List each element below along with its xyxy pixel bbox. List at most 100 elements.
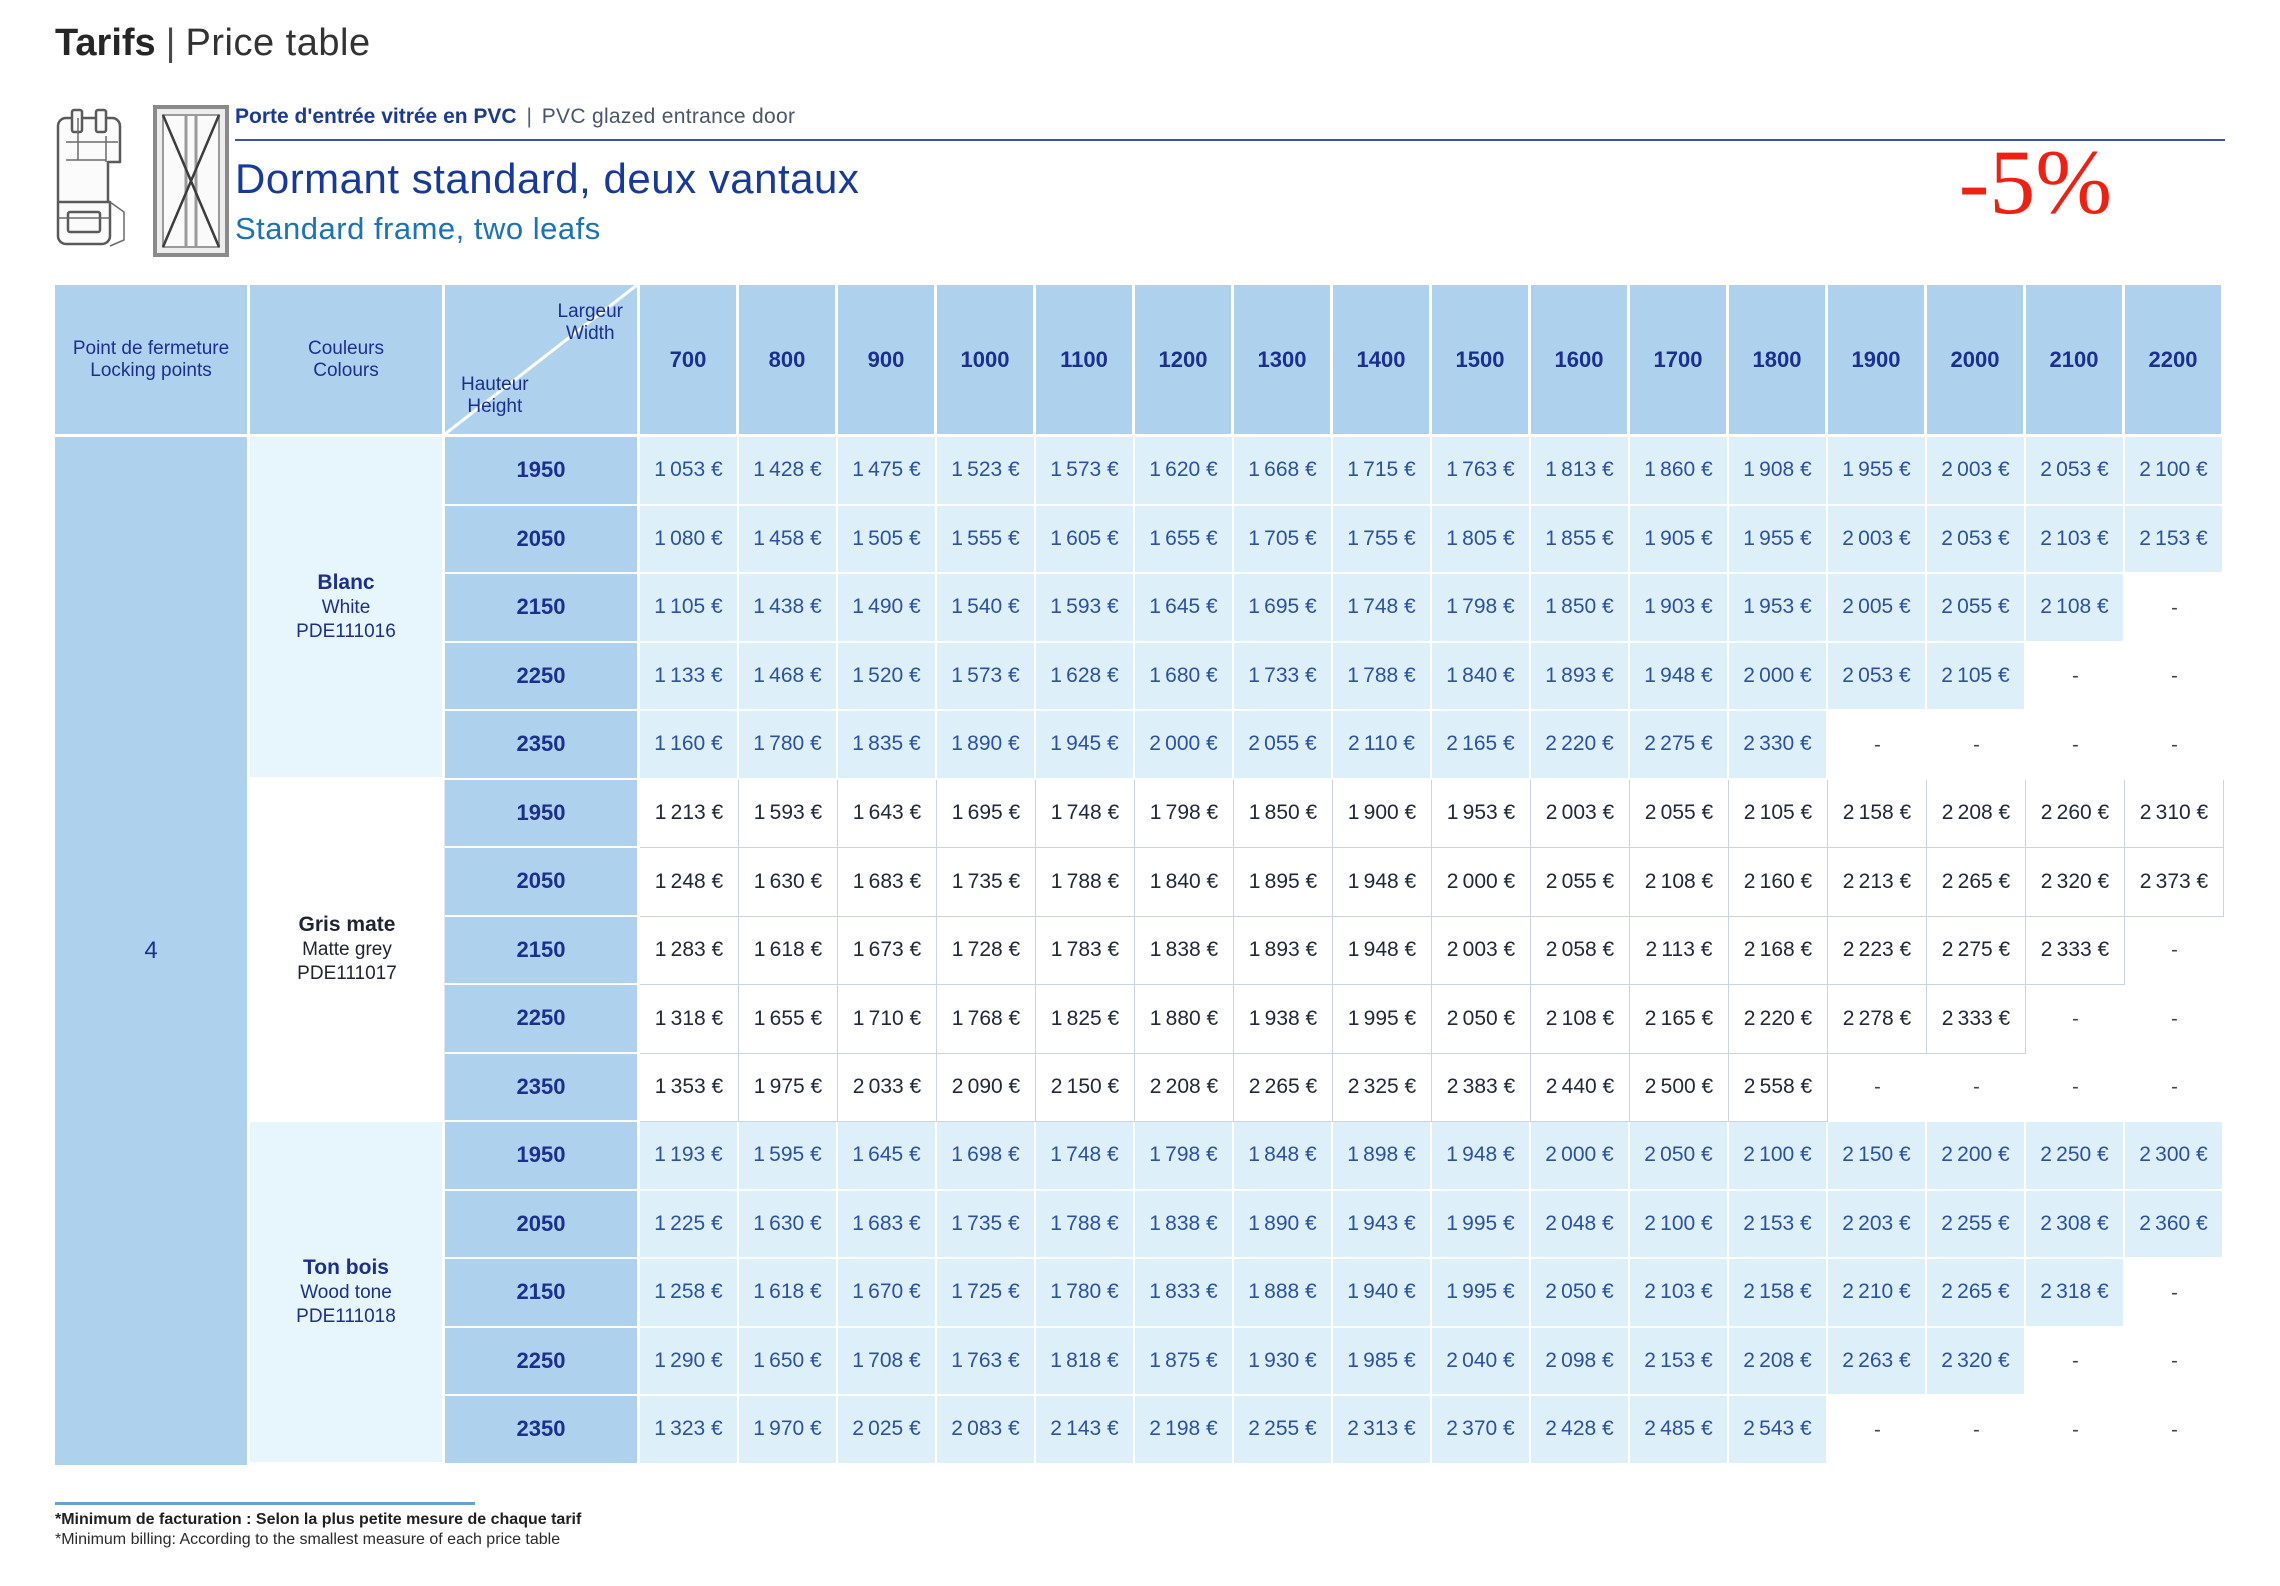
width-header-1700: 1700: [1630, 285, 1729, 437]
price-cell: 2 053 €: [1828, 642, 1927, 711]
price-cell: 2 103 €: [2026, 505, 2125, 574]
price-cell: 1 888 €: [1234, 1259, 1333, 1328]
price-cell: 1 880 €: [1135, 985, 1234, 1054]
price-cell: 2 098 €: [1531, 1327, 1630, 1396]
price-cell: 2 558 €: [1729, 1053, 1828, 1122]
price-cell: 1 995 €: [1432, 1259, 1531, 1328]
price-cell: 1 605 €: [1036, 505, 1135, 574]
price-cell: 1 595 €: [739, 1122, 838, 1191]
height-label-2050: 2050: [445, 505, 640, 574]
column-header-colours: Couleurs Colours: [250, 285, 445, 437]
price-cell: 1 458 €: [739, 505, 838, 574]
price-cell: 2 143 €: [1036, 1396, 1135, 1465]
price-cell: 2 105 €: [1729, 779, 1828, 848]
price-cell: 1 573 €: [937, 642, 1036, 711]
price-cell: 1 555 €: [937, 505, 1036, 574]
price-cell: 1 160 €: [640, 711, 739, 780]
price-cell: 2 000 €: [1432, 848, 1531, 917]
price-cell: 1 225 €: [640, 1190, 739, 1259]
price-cell: 1 283 €: [640, 916, 739, 985]
price-cell: 2 320 €: [1927, 1327, 2026, 1396]
price-cell-empty: -: [1927, 1053, 2026, 1122]
price-cell: 1 715 €: [1333, 437, 1432, 506]
price-cell: 1 573 €: [1036, 437, 1135, 506]
price-cell: 1 893 €: [1531, 642, 1630, 711]
price-cell: 1 798 €: [1135, 779, 1234, 848]
price-cell-empty: -: [1828, 1396, 1927, 1465]
price-cell: 2 168 €: [1729, 916, 1828, 985]
price-cell: 1 645 €: [838, 1122, 937, 1191]
price-cell: 1 695 €: [1234, 574, 1333, 643]
price-cell: 1 948 €: [1630, 642, 1729, 711]
price-cell: 2 050 €: [1531, 1259, 1630, 1328]
price-cell: 1 898 €: [1333, 1122, 1432, 1191]
price-cell: 1 323 €: [640, 1396, 739, 1465]
product-name-en: PVC glazed entrance door: [541, 105, 796, 128]
price-cell: 1 428 €: [739, 437, 838, 506]
price-cell: 2 500 €: [1630, 1053, 1729, 1122]
price-cell: 2 318 €: [2026, 1259, 2125, 1328]
price-cell: 1 695 €: [937, 779, 1036, 848]
price-cell: 2 000 €: [1531, 1122, 1630, 1191]
price-cell: 2 255 €: [1927, 1190, 2026, 1259]
price-cell: 1 258 €: [640, 1259, 739, 1328]
price-cell: 1 673 €: [838, 916, 937, 985]
price-cell: 1 975 €: [739, 1053, 838, 1122]
price-cell-empty: -: [2125, 1259, 2224, 1328]
price-cell: 1 895 €: [1234, 848, 1333, 917]
price-cell: 1 945 €: [1036, 711, 1135, 780]
price-cell: 1 668 €: [1234, 437, 1333, 506]
price-cell: 1 593 €: [739, 779, 838, 848]
footnote-rule: [55, 1502, 475, 1505]
price-cell: 1 890 €: [1234, 1190, 1333, 1259]
price-cell: 2 055 €: [1234, 711, 1333, 780]
width-header-1600: 1600: [1531, 285, 1630, 437]
price-cell-empty: -: [2125, 1327, 2224, 1396]
price-cell: 1 733 €: [1234, 642, 1333, 711]
price-cell: 2 150 €: [1036, 1053, 1135, 1122]
price-cell: 1 995 €: [1432, 1190, 1531, 1259]
width-header-2100: 2100: [2026, 285, 2125, 437]
height-label-2350: 2350: [445, 1053, 640, 1122]
price-cell: 1 523 €: [937, 437, 1036, 506]
price-cell: 1 655 €: [1135, 505, 1234, 574]
price-cell: 1 900 €: [1333, 779, 1432, 848]
price-cell: 2 100 €: [1729, 1122, 1828, 1191]
price-cell: 2 108 €: [1531, 985, 1630, 1054]
price-cell-empty: -: [2026, 1396, 2125, 1465]
width-header-900: 900: [838, 285, 937, 437]
column-header-locking-points: Point de fermeture Locking points: [55, 285, 250, 437]
price-cell: 2 250 €: [2026, 1122, 2125, 1191]
price-cell: 1 650 €: [739, 1327, 838, 1396]
price-cell: 1 798 €: [1432, 574, 1531, 643]
height-label-2050: 2050: [445, 1190, 640, 1259]
price-cell: 2 208 €: [1135, 1053, 1234, 1122]
price-cell: 2 265 €: [1234, 1053, 1333, 1122]
price-cell: 1 645 €: [1135, 574, 1234, 643]
price-cell: 1 468 €: [739, 642, 838, 711]
colour-group-matte-grey: Gris mate Matte grey PDE111017: [250, 779, 445, 1122]
price-cell: 2 275 €: [1630, 711, 1729, 780]
width-header-1400: 1400: [1333, 285, 1432, 437]
price-cell: 1 318 €: [640, 985, 739, 1054]
price-cell: 1 860 €: [1630, 437, 1729, 506]
price-cell: 1 618 €: [739, 916, 838, 985]
colour-group-wood-tone: Ton bois Wood tone PDE111018: [250, 1122, 445, 1465]
price-cell: 2 208 €: [1927, 779, 2026, 848]
width-header-1100: 1100: [1036, 285, 1135, 437]
price-cell: 1 788 €: [1036, 1190, 1135, 1259]
price-cell-empty: -: [2026, 985, 2125, 1054]
price-cell: 2 100 €: [1630, 1190, 1729, 1259]
price-cell: 1 618 €: [739, 1259, 838, 1328]
price-cell: 2 040 €: [1432, 1327, 1531, 1396]
price-cell: 1 475 €: [838, 437, 937, 506]
price-cell: 1 953 €: [1729, 574, 1828, 643]
price-cell: 1 768 €: [937, 985, 1036, 1054]
price-cell: 2 003 €: [1927, 437, 2026, 506]
price-cell-empty: -: [2125, 574, 2224, 643]
height-label-2150: 2150: [445, 1259, 640, 1328]
price-cell: 2 113 €: [1630, 916, 1729, 985]
price-cell: 1 670 €: [838, 1259, 937, 1328]
price-cell: 1 995 €: [1333, 985, 1432, 1054]
price-cell: 2 000 €: [1729, 642, 1828, 711]
